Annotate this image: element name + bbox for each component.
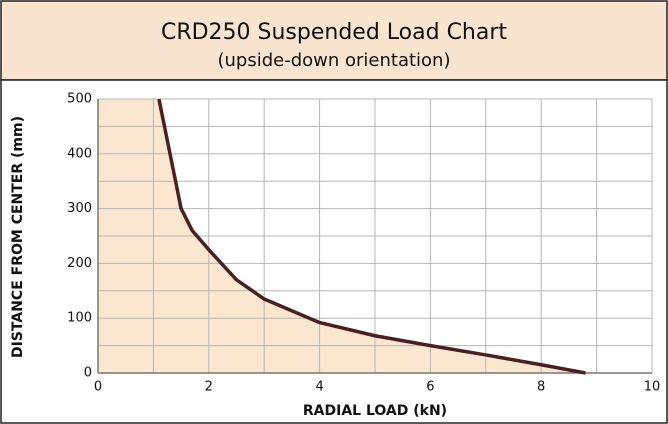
chart-subtitle: (upside-down orientation) (217, 50, 450, 71)
area (98, 99, 586, 373)
y-tick-label: 300 (67, 201, 92, 216)
chart-title: CRD250 Suspended Load Chart (161, 20, 507, 45)
y-tick-label: 100 (67, 311, 92, 326)
y-axis-label: DISTANCE FROM CENTER (mm) (10, 116, 26, 358)
x-tick-label: 0 (94, 380, 102, 395)
x-tick-label: 10 (644, 380, 661, 395)
y-tick-label: 0 (84, 366, 92, 381)
header-box (0, 0, 668, 81)
x-axis-label: RADIAL LOAD (kN) (303, 403, 447, 419)
line (157, 98, 586, 375)
x-tick-label: 4 (315, 380, 323, 395)
x-tick-label: 2 (205, 380, 213, 395)
y-tick-label: 500 (67, 92, 92, 107)
y-tick-label: 200 (67, 256, 92, 271)
x-tick-label: 8 (537, 380, 545, 395)
x-tick-label: 6 (426, 380, 434, 395)
y-tick-label: 400 (67, 146, 92, 161)
